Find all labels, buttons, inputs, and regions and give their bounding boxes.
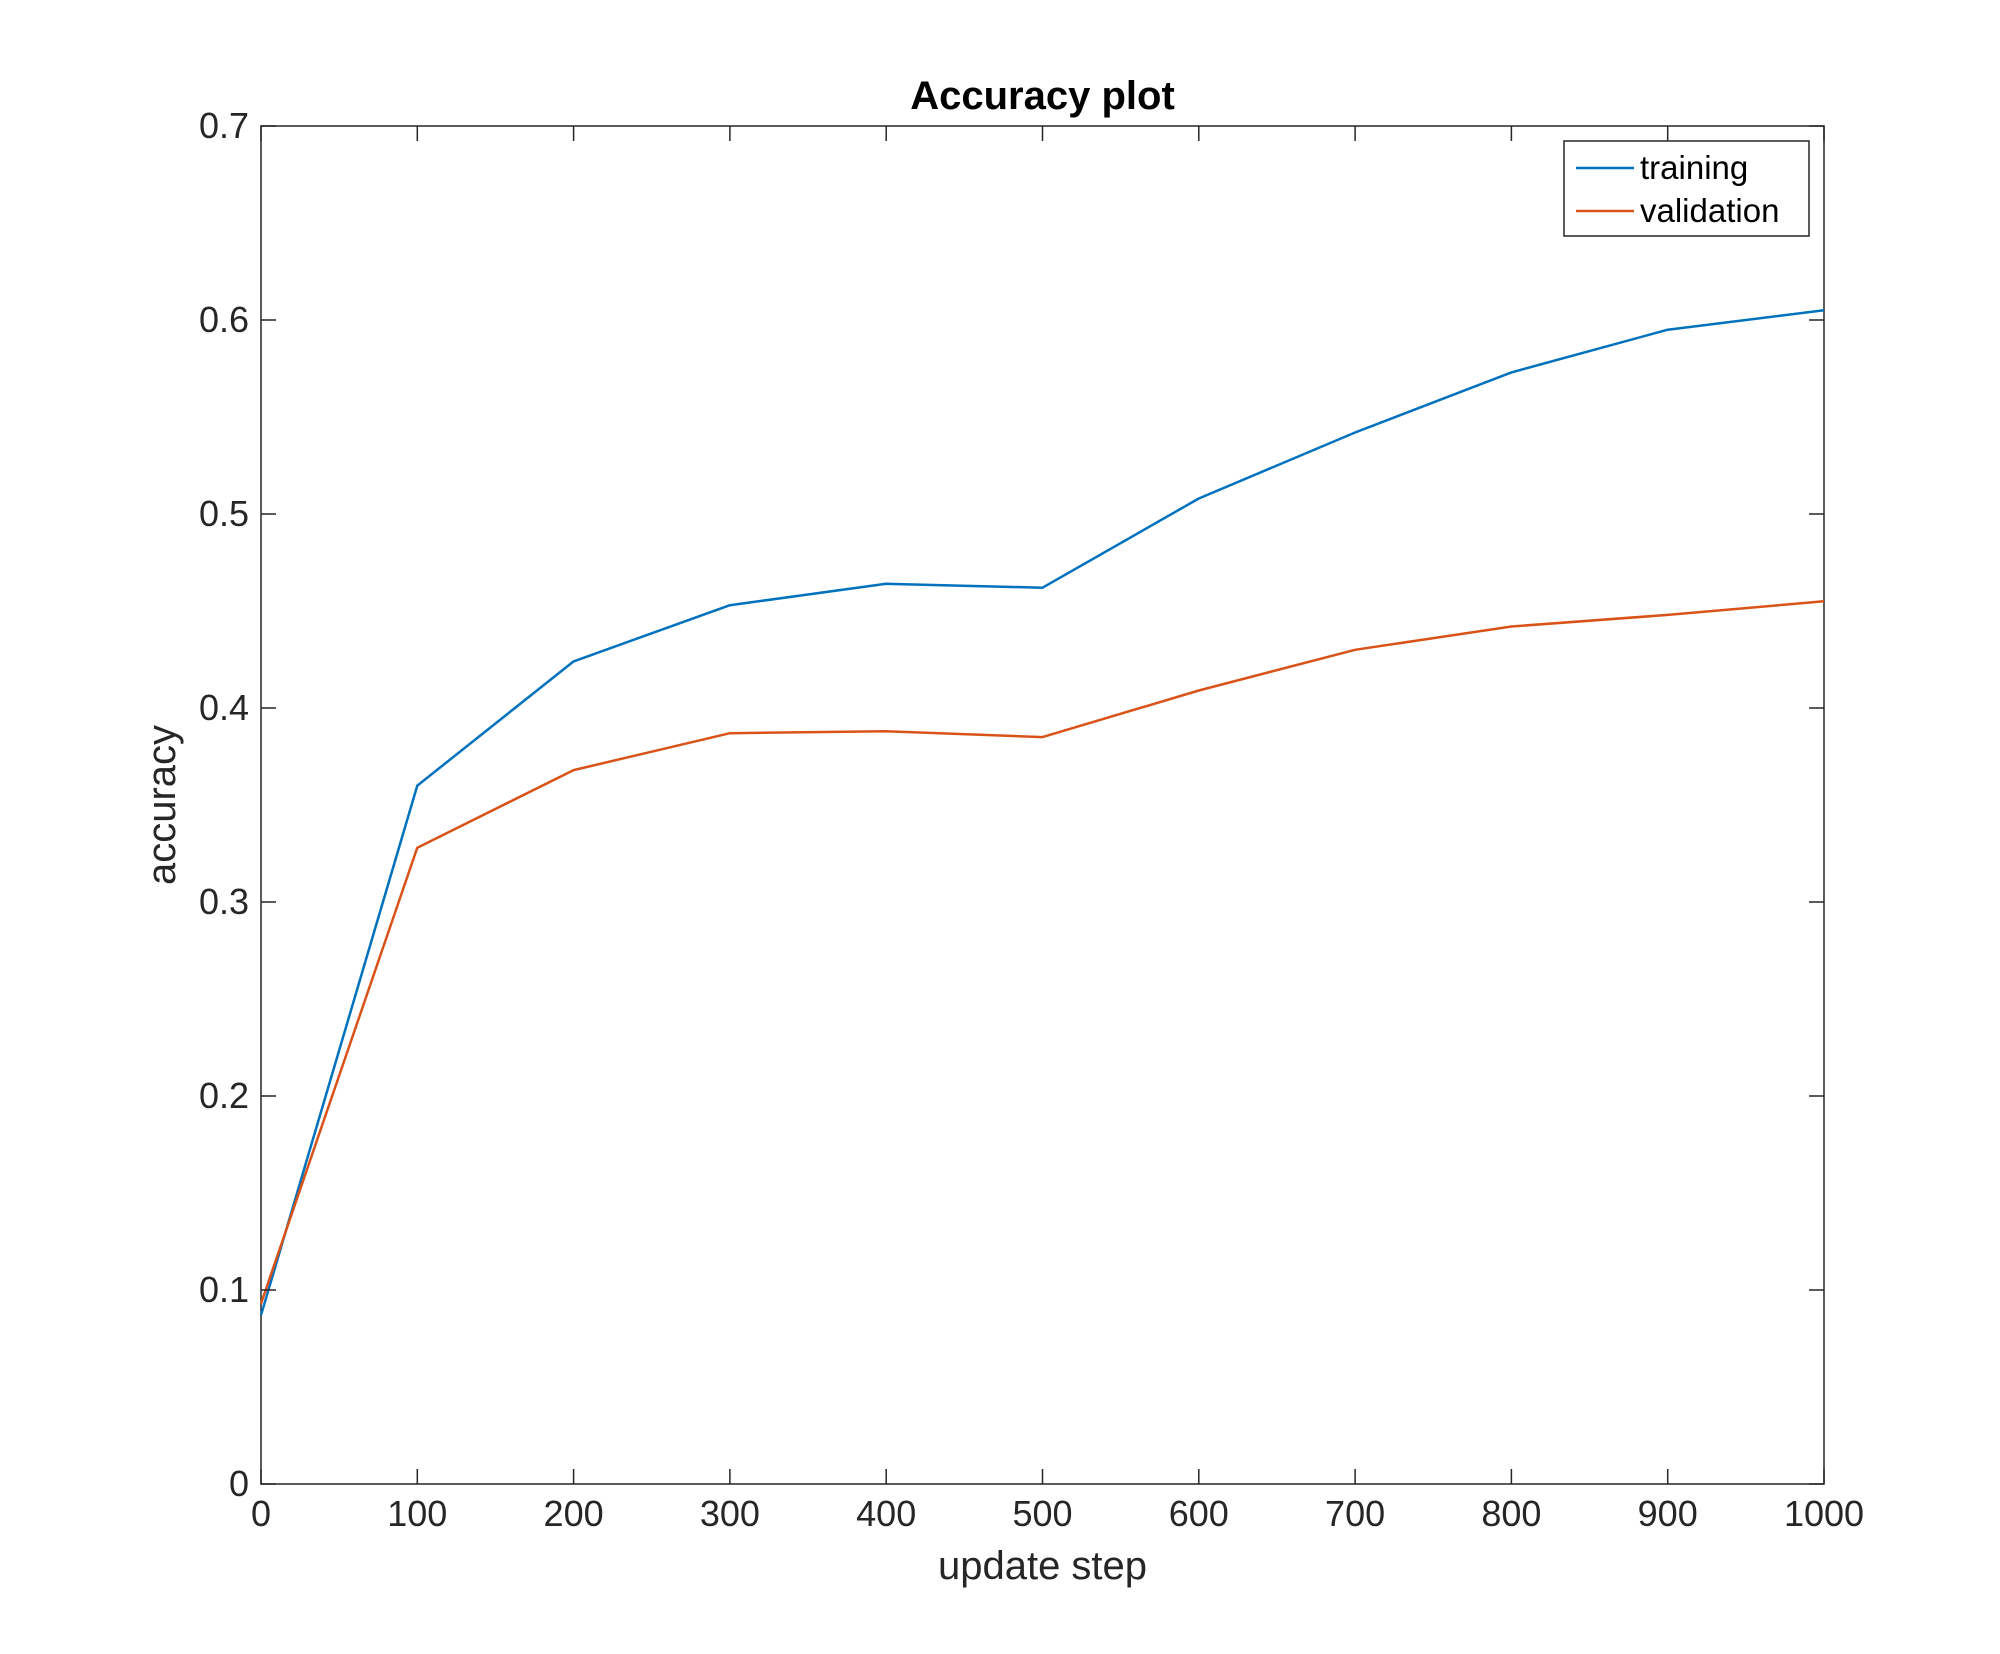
x-tick-label: 300 [700,1493,760,1534]
x-tick-label: 900 [1638,1493,1698,1534]
y-tick-label: 0.6 [199,299,249,340]
y-axis-label: accuracy [140,725,184,885]
legend-box [1563,140,1810,237]
x-tick-label: 500 [1012,1493,1072,1534]
x-tick-label: 800 [1481,1493,1541,1534]
y-tick-label: 0.4 [199,687,249,728]
x-tick-label: 200 [544,1493,604,1534]
x-tick-label: 400 [856,1493,916,1534]
x-tick-label: 1000 [1784,1493,1864,1534]
y-tick-label: 0.7 [199,105,249,146]
y-tick-label: 0.1 [199,1269,249,1310]
x-axis-label: update step [938,1544,1147,1588]
y-tick-label: 0 [229,1463,249,1504]
series-layer [259,309,1825,1316]
x-tick-label: 700 [1325,1493,1385,1534]
legend-label-training: training [1640,149,1748,186]
x-tick-label: 100 [387,1493,447,1534]
y-tick-label: 0.3 [199,881,249,922]
x-axis: 0 100 200 300 400 500 600 700 800 900 1000 [251,126,1864,1534]
y-tick-label: 0.5 [199,493,249,534]
legend: training validation [1563,140,1810,237]
chart-title: Accuracy plot [910,74,1175,118]
y-axis: 0 0.1 0.2 0.3 0.4 0.5 0.6 0.7 [199,105,1824,1504]
x-tick-label: 0 [251,1493,271,1534]
legend-label-validation: validation [1640,192,1779,229]
y-tick-label: 0.2 [199,1075,249,1116]
x-tick-label: 600 [1169,1493,1229,1534]
